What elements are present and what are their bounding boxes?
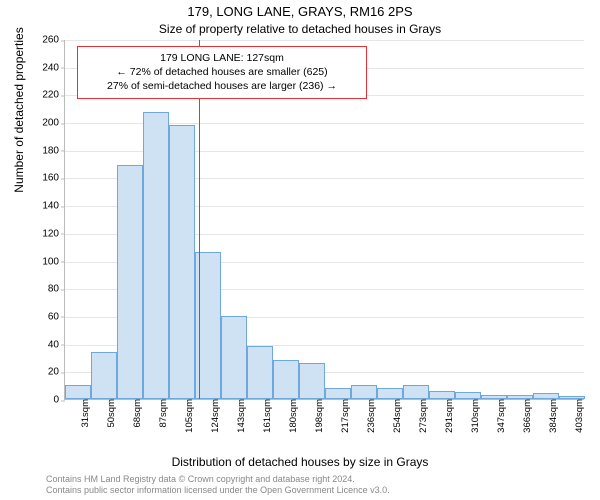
histogram-bar <box>247 346 273 399</box>
y-tick-label: 160 <box>42 173 65 184</box>
x-tick-label: 161sqm <box>260 399 273 433</box>
x-tick-label: 124sqm <box>208 399 221 433</box>
histogram-bar <box>117 165 143 399</box>
x-tick-label: 236sqm <box>364 399 377 433</box>
x-tick-label: 105sqm <box>182 399 195 433</box>
footer-line-1: Contains HM Land Registry data © Crown c… <box>46 474 390 485</box>
x-tick-label: 68sqm <box>130 399 143 428</box>
x-tick-label: 254sqm <box>390 399 403 433</box>
y-tick-label: 260 <box>42 35 65 46</box>
histogram-bar <box>403 385 429 399</box>
histogram-bar <box>91 352 117 399</box>
y-tick-label: 100 <box>42 256 65 267</box>
histogram-plot: 02040608010012014016018020022024026031sq… <box>64 40 584 400</box>
x-tick-label: 217sqm <box>338 399 351 433</box>
y-tick-label: 0 <box>53 395 65 406</box>
x-tick-label: 50sqm <box>104 399 117 428</box>
y-tick-label: 60 <box>48 311 65 322</box>
histogram-bar <box>325 388 351 399</box>
page-title: 179, LONG LANE, GRAYS, RM16 2PS <box>0 4 600 19</box>
footer-attribution: Contains HM Land Registry data © Crown c… <box>46 474 390 496</box>
y-tick-label: 20 <box>48 367 65 378</box>
x-tick-label: 180sqm <box>286 399 299 433</box>
y-tick-label: 220 <box>42 90 65 101</box>
x-tick-label: 291sqm <box>442 399 455 433</box>
y-tick-label: 80 <box>48 284 65 295</box>
x-tick-label: 87sqm <box>156 399 169 428</box>
x-tick-label: 143sqm <box>234 399 247 433</box>
x-tick-label: 310sqm <box>468 399 481 433</box>
x-tick-label: 273sqm <box>416 399 429 433</box>
histogram-bar <box>351 385 377 399</box>
y-tick-label: 200 <box>42 118 65 129</box>
x-tick-label: 31sqm <box>78 399 91 428</box>
histogram-bar <box>273 360 299 399</box>
histogram-bar <box>143 112 169 399</box>
x-tick-label: 384sqm <box>546 399 559 433</box>
x-tick-label: 366sqm <box>520 399 533 433</box>
x-axis-label: Distribution of detached houses by size … <box>0 455 600 469</box>
x-tick-label: 347sqm <box>494 399 507 433</box>
histogram-bar <box>169 125 195 399</box>
y-tick-label: 140 <box>42 201 65 212</box>
x-tick-label: 403sqm <box>572 399 585 433</box>
y-tick-label: 40 <box>48 339 65 350</box>
histogram-bar <box>299 363 325 399</box>
gridline <box>65 40 584 41</box>
annotation-line: 179 LONG LANE: 127sqm <box>86 51 358 65</box>
histogram-bar <box>221 316 247 399</box>
histogram-bar <box>65 385 91 399</box>
annotation-line: ← 72% of detached houses are smaller (62… <box>86 65 358 79</box>
x-tick-label: 198sqm <box>312 399 325 433</box>
annotation-box: 179 LONG LANE: 127sqm← 72% of detached h… <box>77 46 367 99</box>
histogram-bar <box>429 391 455 399</box>
y-tick-label: 180 <box>42 145 65 156</box>
y-axis-label: Number of detached properties <box>12 0 26 260</box>
y-tick-label: 120 <box>42 228 65 239</box>
chart-subtitle: Size of property relative to detached ho… <box>0 22 600 36</box>
annotation-line: 27% of semi-detached houses are larger (… <box>86 79 358 93</box>
histogram-bar <box>377 388 403 399</box>
footer-line-2: Contains public sector information licen… <box>46 485 390 496</box>
y-tick-label: 240 <box>42 62 65 73</box>
